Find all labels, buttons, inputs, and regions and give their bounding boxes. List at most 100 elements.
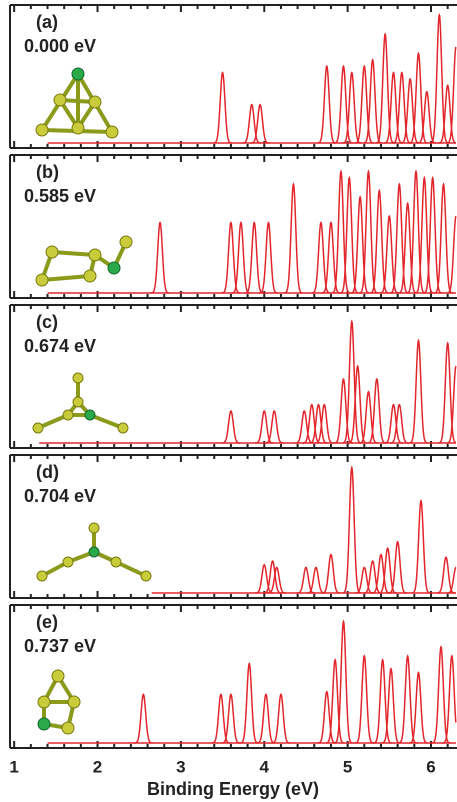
peak bbox=[302, 403, 322, 444]
peak bbox=[309, 403, 328, 444]
peak bbox=[331, 169, 351, 294]
x-tick-label: 3 bbox=[176, 757, 185, 776]
peak bbox=[354, 566, 374, 594]
energy-label: 0.674 eV bbox=[24, 336, 96, 356]
peak bbox=[384, 71, 403, 144]
peak bbox=[400, 77, 420, 144]
peak bbox=[389, 182, 409, 294]
peak bbox=[409, 671, 428, 744]
peak bbox=[367, 377, 387, 444]
peak bbox=[431, 645, 451, 744]
peak bbox=[294, 410, 314, 444]
peak bbox=[398, 201, 418, 294]
peak bbox=[350, 195, 370, 294]
peak bbox=[429, 12, 449, 144]
peak bbox=[259, 221, 278, 294]
x-tick-label: 4 bbox=[260, 757, 270, 776]
peak bbox=[221, 693, 241, 744]
peak bbox=[442, 654, 457, 744]
panel-label: (d) bbox=[36, 462, 59, 482]
peak bbox=[371, 553, 391, 594]
x-axis-title: Binding Energy (eV) bbox=[147, 779, 319, 799]
peak bbox=[438, 84, 456, 144]
peak bbox=[446, 566, 457, 594]
peak bbox=[244, 221, 264, 294]
peak bbox=[379, 214, 399, 294]
peak bbox=[378, 547, 397, 594]
energy-label: 0.585 eV bbox=[24, 186, 96, 206]
molecule-b bbox=[35, 235, 133, 287]
peak bbox=[314, 403, 334, 444]
peak bbox=[134, 693, 153, 744]
peak bbox=[375, 32, 395, 144]
peak bbox=[354, 64, 374, 144]
energy-label: 0.737 eV bbox=[24, 636, 96, 656]
peak bbox=[369, 188, 389, 294]
peak bbox=[221, 221, 241, 294]
peak bbox=[242, 103, 262, 144]
peak bbox=[411, 499, 431, 594]
peak bbox=[284, 182, 303, 294]
peak bbox=[398, 654, 418, 744]
peak bbox=[392, 71, 412, 144]
peak bbox=[339, 175, 359, 294]
energy-label: 0.704 eV bbox=[24, 486, 96, 506]
panel-label: (e) bbox=[36, 612, 58, 632]
peak bbox=[271, 693, 291, 744]
peak bbox=[150, 221, 170, 294]
peak bbox=[359, 169, 378, 294]
peak bbox=[221, 410, 241, 444]
peak bbox=[264, 410, 284, 444]
peak bbox=[446, 215, 457, 294]
peak bbox=[348, 364, 368, 444]
peak bbox=[438, 341, 457, 444]
x-tick-label: 2 bbox=[93, 757, 102, 776]
peak bbox=[334, 377, 353, 444]
molecule-e bbox=[37, 669, 81, 735]
peak bbox=[388, 540, 408, 594]
peak bbox=[414, 175, 434, 294]
peak bbox=[334, 64, 353, 144]
x-tick-label: 1 bbox=[9, 757, 18, 776]
peak bbox=[296, 566, 316, 594]
peak bbox=[325, 658, 345, 744]
panel-label: (a) bbox=[36, 12, 58, 32]
peak bbox=[213, 71, 232, 144]
peak bbox=[436, 556, 456, 594]
peak bbox=[381, 667, 401, 744]
peak bbox=[321, 221, 341, 294]
peak bbox=[321, 553, 341, 594]
molecule-d bbox=[36, 522, 152, 582]
peak bbox=[446, 365, 457, 444]
peak bbox=[267, 566, 287, 594]
peak bbox=[342, 465, 362, 594]
peak bbox=[406, 169, 426, 294]
x-tick-label: 5 bbox=[343, 757, 352, 776]
peak bbox=[359, 390, 378, 444]
panel-label: (b) bbox=[36, 162, 59, 182]
peak bbox=[239, 662, 259, 744]
peak bbox=[373, 658, 393, 744]
peak bbox=[254, 410, 274, 444]
peak bbox=[256, 693, 276, 744]
peak bbox=[342, 319, 362, 444]
peak bbox=[231, 221, 251, 294]
peak bbox=[409, 51, 428, 144]
peak bbox=[389, 403, 409, 444]
molecule-a bbox=[35, 67, 119, 139]
peak bbox=[334, 619, 353, 744]
peak bbox=[311, 221, 331, 294]
peak bbox=[317, 64, 337, 144]
peak bbox=[423, 175, 443, 294]
peak bbox=[317, 690, 337, 744]
peak bbox=[263, 560, 282, 594]
peak bbox=[363, 560, 383, 594]
peak bbox=[409, 338, 428, 444]
x-tick-label: 6 bbox=[426, 757, 435, 776]
molecule-c bbox=[32, 372, 129, 434]
peak bbox=[354, 654, 374, 744]
peak bbox=[446, 46, 457, 144]
peak bbox=[211, 693, 231, 744]
peak bbox=[363, 58, 383, 144]
